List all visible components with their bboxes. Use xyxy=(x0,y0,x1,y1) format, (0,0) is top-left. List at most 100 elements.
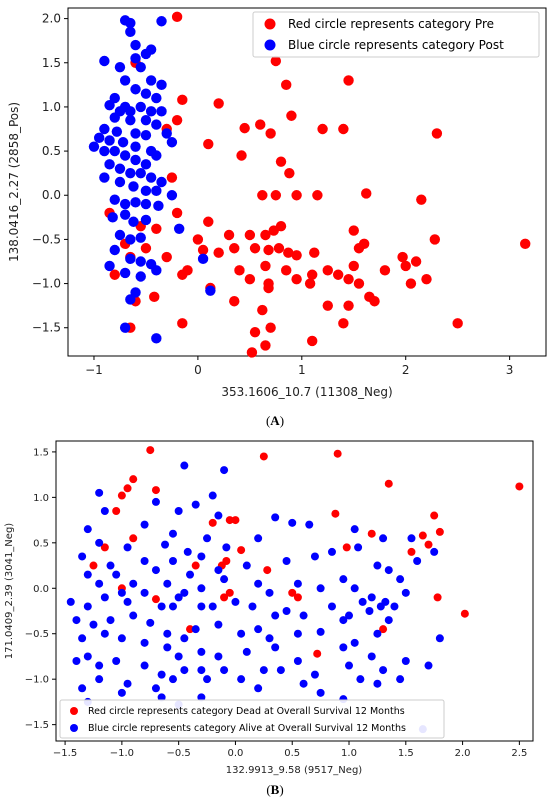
data-point-b-s1-98 xyxy=(293,629,302,638)
data-point-a-s0-30 xyxy=(223,229,235,241)
data-point-b-s1-27 xyxy=(282,557,291,565)
data-point-a-s1-34 xyxy=(140,129,152,141)
data-point-a-s1-18 xyxy=(104,99,115,111)
data-point-a-s1-59 xyxy=(109,194,120,205)
data-point-b-s0-16 xyxy=(129,534,138,543)
data-point-b-s1-63 xyxy=(358,597,367,606)
y-tick-label-b: 1.0 xyxy=(33,493,49,504)
data-point-b-s0-34 xyxy=(433,593,442,602)
data-point-a-s1-42 xyxy=(99,145,110,157)
legend-b: Red circle represents category Dead at O… xyxy=(59,699,445,739)
data-point-a-s1-66 xyxy=(128,216,139,227)
data-point-b-s1-1 xyxy=(220,466,229,475)
data-point-b-s0-18 xyxy=(435,527,444,536)
data-point-b-s1-97 xyxy=(265,634,274,643)
data-point-b-s0-5 xyxy=(117,491,126,500)
y-tick-label-a: −1.0 xyxy=(32,277,61,291)
data-point-b-s1-73 xyxy=(197,602,206,611)
data-point-a-s1-26 xyxy=(125,114,136,126)
data-point-a-s1-61 xyxy=(130,197,141,208)
data-point-a-s1-67 xyxy=(140,214,152,226)
data-point-b-s1-131 xyxy=(123,679,132,688)
data-point-b-s1-5 xyxy=(191,500,200,509)
data-point-a-s0-48 xyxy=(309,247,320,258)
data-point-b-s1-51 xyxy=(293,579,302,588)
data-point-a-s0-18 xyxy=(275,156,287,167)
data-point-b-s1-75 xyxy=(231,597,240,606)
data-point-b-s1-22 xyxy=(78,552,87,561)
data-point-b-s1-127 xyxy=(379,666,388,675)
data-point-a-s0-7 xyxy=(286,110,297,121)
data-point-b-s0-22 xyxy=(407,547,416,556)
data-point-b-s1-29 xyxy=(106,561,115,570)
data-point-b-s1-95 xyxy=(237,629,246,638)
x-tick-label-b: −1.0 xyxy=(110,748,134,759)
data-point-b-s1-145 xyxy=(316,688,325,697)
data-point-a-s0-1 xyxy=(270,55,282,67)
data-point-b-s1-38 xyxy=(407,534,416,543)
data-point-b-s0-20 xyxy=(424,540,433,549)
data-point-b-s1-108 xyxy=(214,652,223,661)
data-point-b-s1-49 xyxy=(254,579,263,588)
data-point-a-s0-80 xyxy=(229,296,240,307)
y-axis-label-b: 171.0409_2.39 (3041_Neg) xyxy=(4,523,15,659)
data-point-b-s1-121 xyxy=(197,666,206,675)
data-point-b-s1-16 xyxy=(254,534,263,543)
data-point-b-s1-9 xyxy=(271,513,280,522)
legend-label-pre: Red circle represents category Pre xyxy=(288,17,494,31)
data-point-a-s0-87 xyxy=(322,300,333,311)
data-point-b-s1-74 xyxy=(208,602,217,611)
scatter-points-b xyxy=(66,446,524,734)
data-point-b-s1-110 xyxy=(271,643,280,652)
data-point-a-s0-51 xyxy=(520,238,531,250)
data-point-a-s1-28 xyxy=(151,119,162,130)
data-point-a-s1-14 xyxy=(130,84,141,95)
x-tick-label-b: 1.0 xyxy=(341,748,357,759)
data-point-b-s1-36 xyxy=(354,543,363,552)
data-point-a-s0-35 xyxy=(348,225,359,236)
data-point-a-s1-21 xyxy=(125,106,136,117)
data-point-a-s1-65 xyxy=(119,209,131,220)
data-point-a-s1-10 xyxy=(130,53,141,64)
x-tick-label-b: 0.0 xyxy=(227,748,243,759)
y-tick-label-a: 2.0 xyxy=(42,12,61,26)
data-point-a-s1-73 xyxy=(125,253,136,265)
data-point-a-s1-70 xyxy=(125,234,136,245)
data-point-a-s1-63 xyxy=(153,200,164,212)
data-point-b-s1-6 xyxy=(100,507,109,515)
data-point-b-s1-19 xyxy=(161,540,170,549)
data-point-a-s0-34 xyxy=(275,220,287,232)
data-point-b-s1-60 xyxy=(390,602,399,611)
data-point-a-s1-46 xyxy=(140,159,152,170)
data-point-b-s1-99 xyxy=(316,627,325,636)
data-point-b-s1-64 xyxy=(381,597,390,606)
data-point-b-s1-112 xyxy=(339,643,348,652)
data-point-b-s0-36 xyxy=(151,595,160,604)
data-point-a-s0-90 xyxy=(452,318,463,329)
data-point-b-s1-91 xyxy=(163,629,172,638)
data-point-a-s0-81 xyxy=(263,282,274,294)
data-point-b-s1-33 xyxy=(214,566,223,575)
x-tick-label-b: −1.5 xyxy=(53,748,77,759)
data-point-b-s0-35 xyxy=(460,609,469,618)
data-point-b-s1-23 xyxy=(140,557,149,565)
data-point-a-s0-89 xyxy=(343,300,354,311)
data-point-b-s1-100 xyxy=(350,638,359,647)
data-point-b-s1-135 xyxy=(299,679,308,688)
data-point-b-s0-31 xyxy=(225,588,234,597)
tick-marks-b: −1.5 −1.0 −0.5 0.0 0.5 1.0 1.5 2.0 2.5 −1.5 −1.0 −0… xyxy=(25,447,528,759)
data-point-a-s0-68 xyxy=(421,273,432,285)
data-point-b-s0-11 xyxy=(225,516,234,525)
data-point-b-s1-79 xyxy=(299,611,308,620)
data-point-b-s0-38 xyxy=(379,625,388,634)
data-point-b-s1-32 xyxy=(186,570,195,579)
data-point-b-s1-134 xyxy=(237,675,246,684)
data-point-b-s1-136 xyxy=(356,675,365,684)
data-point-b-s1-116 xyxy=(95,661,104,670)
data-point-a-s0-2 xyxy=(343,75,354,86)
data-point-b-s1-20 xyxy=(183,547,192,556)
data-point-a-s0-9 xyxy=(255,119,266,130)
data-point-b-s1-80 xyxy=(327,602,336,611)
data-point-b-s1-46 xyxy=(180,588,189,597)
legend-marker-alive xyxy=(70,724,78,732)
